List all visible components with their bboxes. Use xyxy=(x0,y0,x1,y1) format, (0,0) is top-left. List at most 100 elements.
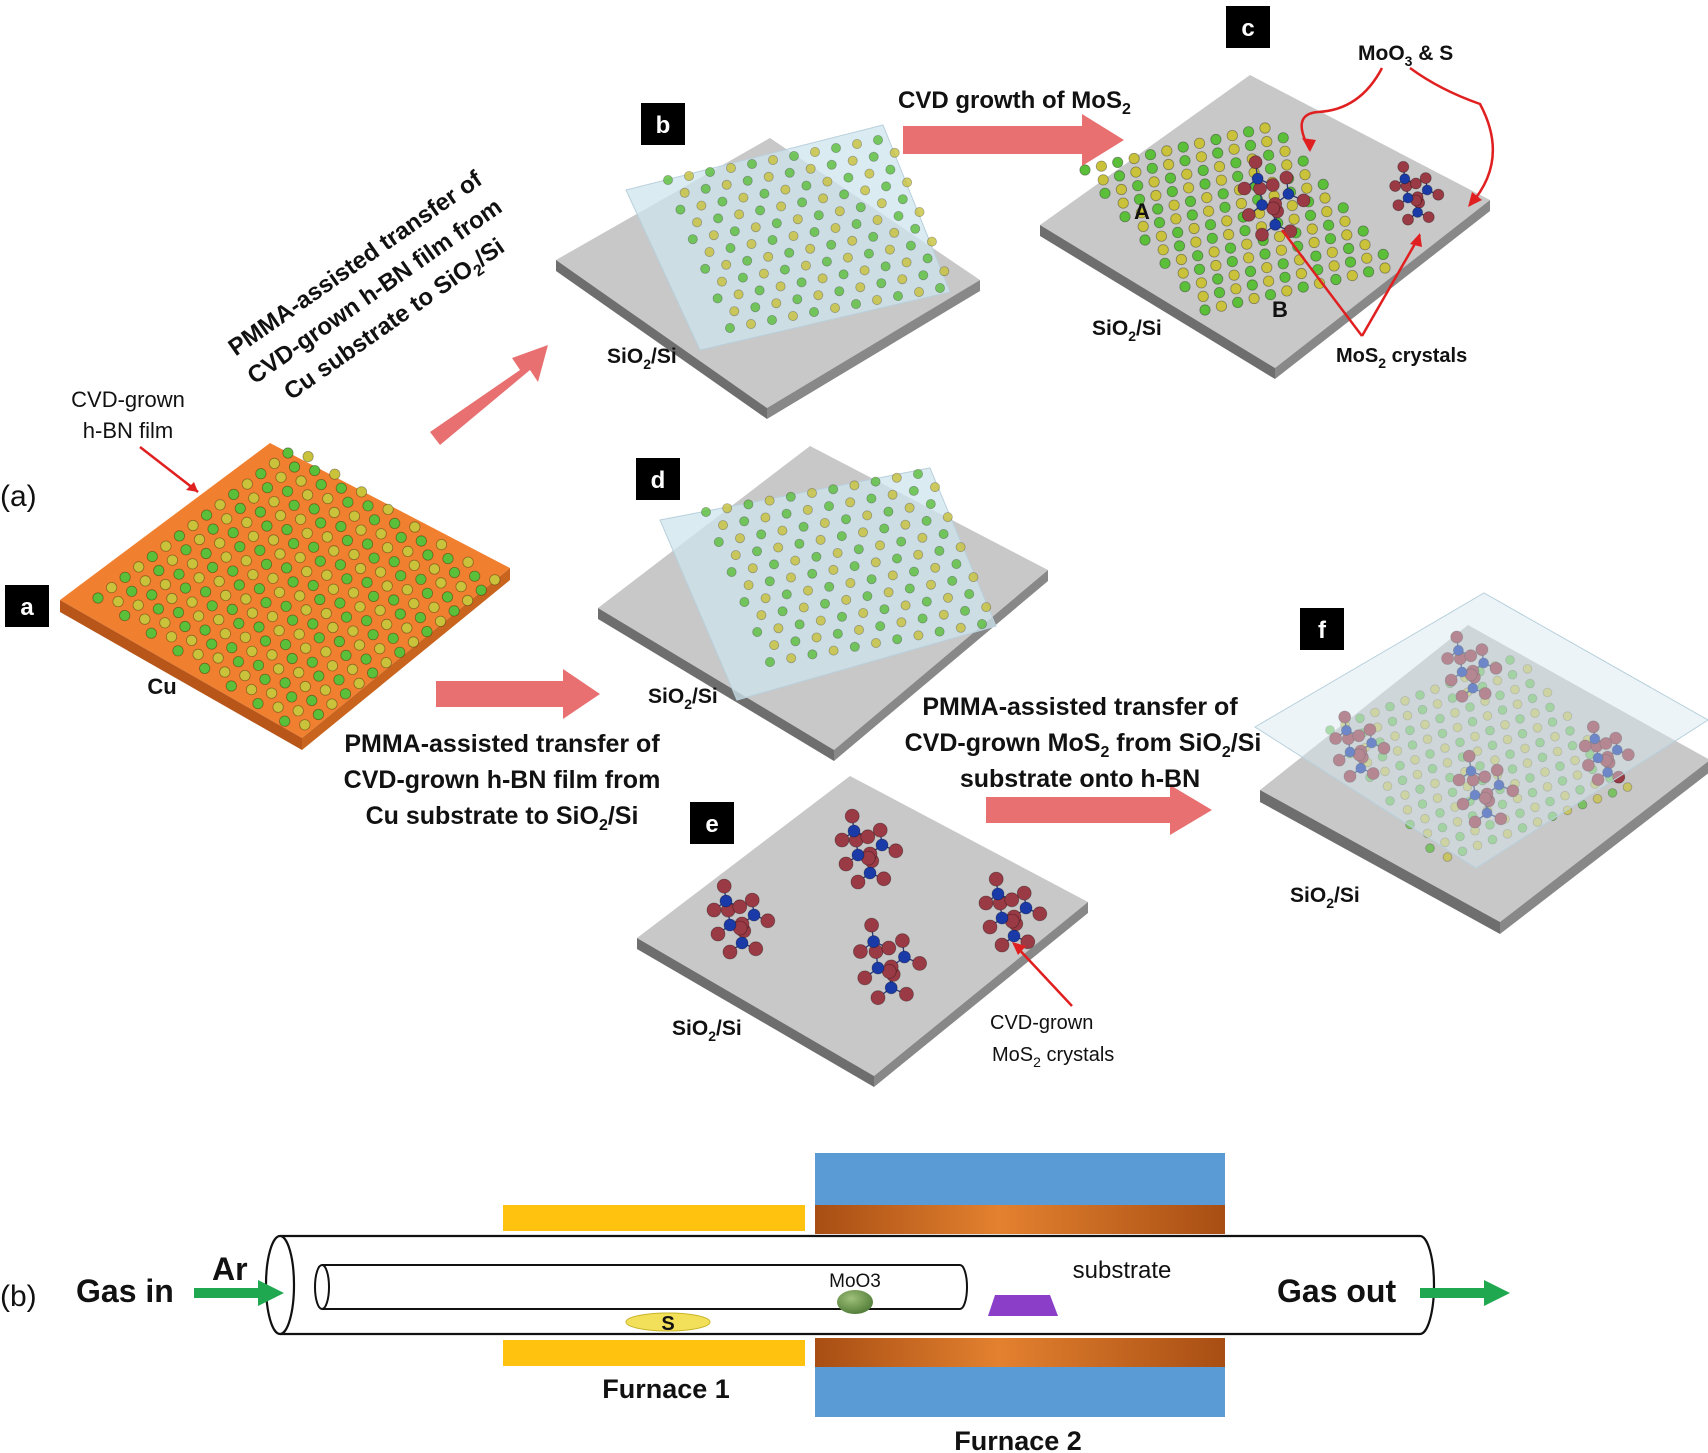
nitrogen-atom xyxy=(947,575,958,586)
boron-atom xyxy=(872,214,883,225)
gas-in-arrow[interactable] xyxy=(194,1280,284,1306)
boron-atom xyxy=(293,628,305,640)
boron-atom xyxy=(268,457,280,469)
boron-atom xyxy=(353,677,365,690)
nitrogen-atom xyxy=(725,242,736,253)
nitrogen-atom xyxy=(1166,186,1178,198)
badge-e xyxy=(690,802,734,844)
boron-atom xyxy=(133,561,145,573)
boron-atom xyxy=(1339,215,1351,227)
nitrogen-atom xyxy=(1179,281,1191,293)
nitrogen-atom xyxy=(938,529,949,540)
nitrogen-atom xyxy=(752,627,763,638)
gas-out-arrow[interactable] xyxy=(1420,1280,1510,1306)
nitrogen-atom xyxy=(892,634,903,645)
sulfur-atom xyxy=(834,832,850,848)
boron-atom xyxy=(301,527,313,539)
boron-atom xyxy=(245,683,258,696)
substrate-c-side xyxy=(1040,225,1275,379)
boron-atom xyxy=(327,583,339,595)
sulfur-atom xyxy=(912,956,927,971)
sulfur-atom xyxy=(1410,177,1422,190)
sulfur-atom xyxy=(1255,227,1269,242)
boron-atom xyxy=(1500,719,1510,730)
sulfur-atom xyxy=(982,919,998,935)
badge-b xyxy=(641,103,685,145)
nitrogen-atom xyxy=(921,596,932,607)
sulfur-atom xyxy=(978,895,994,911)
nitrogen-atom xyxy=(475,584,487,596)
nitrogen-atom xyxy=(1330,273,1342,286)
crystal-e-pointer-head xyxy=(1012,942,1026,955)
boron-atom xyxy=(1492,675,1503,686)
nitrogen-atom xyxy=(1224,242,1237,254)
boron-atom xyxy=(1130,166,1142,178)
crystal-pointer-2 xyxy=(1360,234,1422,337)
boron-atom xyxy=(790,555,801,566)
boron-atom xyxy=(841,594,852,605)
boron-atom xyxy=(876,198,887,209)
boron-atom xyxy=(299,680,311,693)
boron-atom xyxy=(738,192,749,203)
boron-atom xyxy=(1115,183,1128,196)
boron-atom xyxy=(913,549,924,560)
nitrogen-atom xyxy=(448,566,461,579)
sulfur-atom xyxy=(994,937,1010,953)
nitrogen-atom xyxy=(713,213,724,224)
boron-atom xyxy=(1163,158,1175,171)
boron-atom xyxy=(1175,253,1188,266)
sulfur-atom xyxy=(1237,181,1252,196)
nitrogen-atom xyxy=(340,611,353,623)
nitrogen-atom xyxy=(1355,713,1365,724)
nitrogen-atom xyxy=(1505,749,1515,759)
nitrogen-atom xyxy=(360,615,373,627)
nitrogen-atom xyxy=(119,609,131,622)
boron-atom xyxy=(746,238,757,249)
boron-atom xyxy=(401,622,413,634)
nitrogen-atom xyxy=(1607,788,1618,798)
nitrogen-atom xyxy=(1264,163,1277,175)
boron-atom xyxy=(763,171,774,182)
boron-atom xyxy=(348,510,360,522)
nitrogen-atom xyxy=(422,549,434,561)
nitrogen-atom xyxy=(737,272,748,283)
nitrogen-atom xyxy=(841,514,852,525)
boron-atom xyxy=(884,244,895,255)
nitrogen-atom xyxy=(286,614,299,626)
boron-atom xyxy=(1550,731,1560,742)
boron-atom xyxy=(247,530,259,543)
boron-atom xyxy=(817,273,828,284)
boron-atom xyxy=(1161,145,1173,157)
boron-atom xyxy=(265,687,278,699)
nitrogen-atom xyxy=(764,576,775,587)
nitrogen-atom xyxy=(779,264,790,275)
boron-atom xyxy=(849,480,860,491)
nitrogen-atom xyxy=(261,520,273,532)
nitrogen-atom xyxy=(255,468,267,480)
nitrogen-atom xyxy=(725,322,736,333)
nitrogen-atom xyxy=(394,608,406,620)
nitrogen-atom xyxy=(341,573,353,585)
nitrogen-atom xyxy=(287,537,300,550)
boron-atom xyxy=(461,594,474,607)
nitrogen-atom xyxy=(1407,740,1418,750)
boron-atom xyxy=(805,243,816,254)
sulfur-atom xyxy=(881,940,897,956)
nitrogen-atom xyxy=(1497,799,1508,810)
boron-atom xyxy=(734,209,745,220)
nitrogen-atom xyxy=(421,625,433,638)
nitrogen-atom xyxy=(389,517,401,530)
nitrogen-atom xyxy=(1264,289,1277,301)
sulfur-atom xyxy=(860,829,876,845)
boron-atom xyxy=(1301,182,1313,194)
nitrogen-atom xyxy=(441,591,454,603)
nitrogen-atom xyxy=(1485,819,1495,830)
nitrogen-atom xyxy=(868,151,879,162)
boron-atom xyxy=(830,302,841,313)
nitrogen-atom xyxy=(1146,162,1158,174)
nitrogen-atom xyxy=(307,618,319,630)
boron-atom xyxy=(1321,206,1333,218)
nitrogen-atom xyxy=(910,223,921,234)
nitrogen-atom xyxy=(964,589,975,600)
boron-atom xyxy=(1430,684,1440,694)
